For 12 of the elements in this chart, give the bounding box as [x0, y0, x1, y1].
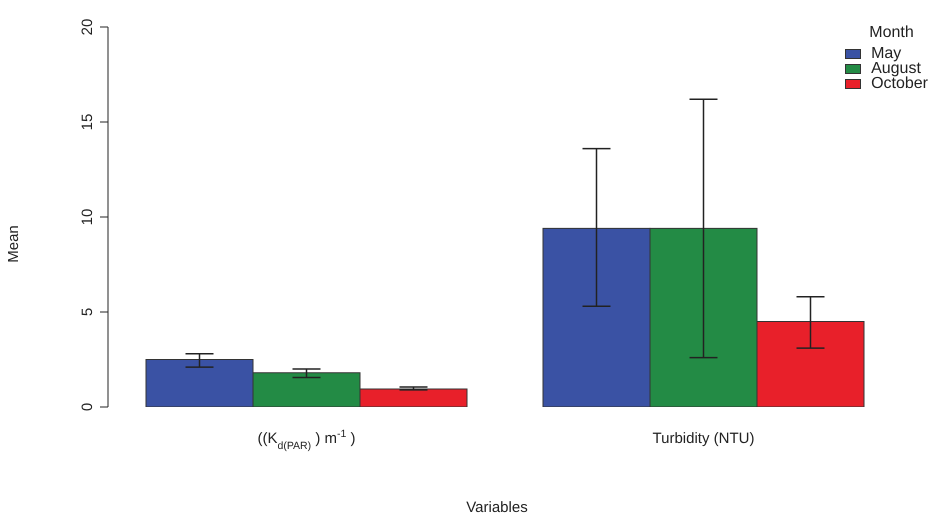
legend-title: Month — [868, 24, 915, 41]
y-tick-label: 15 — [79, 114, 96, 130]
y-tick-label: 10 — [79, 208, 96, 226]
legend-label: May — [871, 44, 902, 62]
y-tick-label: 5 — [79, 308, 96, 316]
y-tick-label: 0 — [79, 402, 96, 412]
y-axis-title: Mean — [5, 225, 22, 263]
legend-label: October — [871, 74, 928, 92]
x-tick-label: ((K$_{d(PAR)}$) m$^{-1}$) — [257, 428, 356, 452]
x-axis-title: Variables — [466, 499, 528, 516]
x-tick-label: Turbidity (NTU) — [652, 430, 754, 447]
y-tick-label: 20 — [79, 18, 96, 36]
